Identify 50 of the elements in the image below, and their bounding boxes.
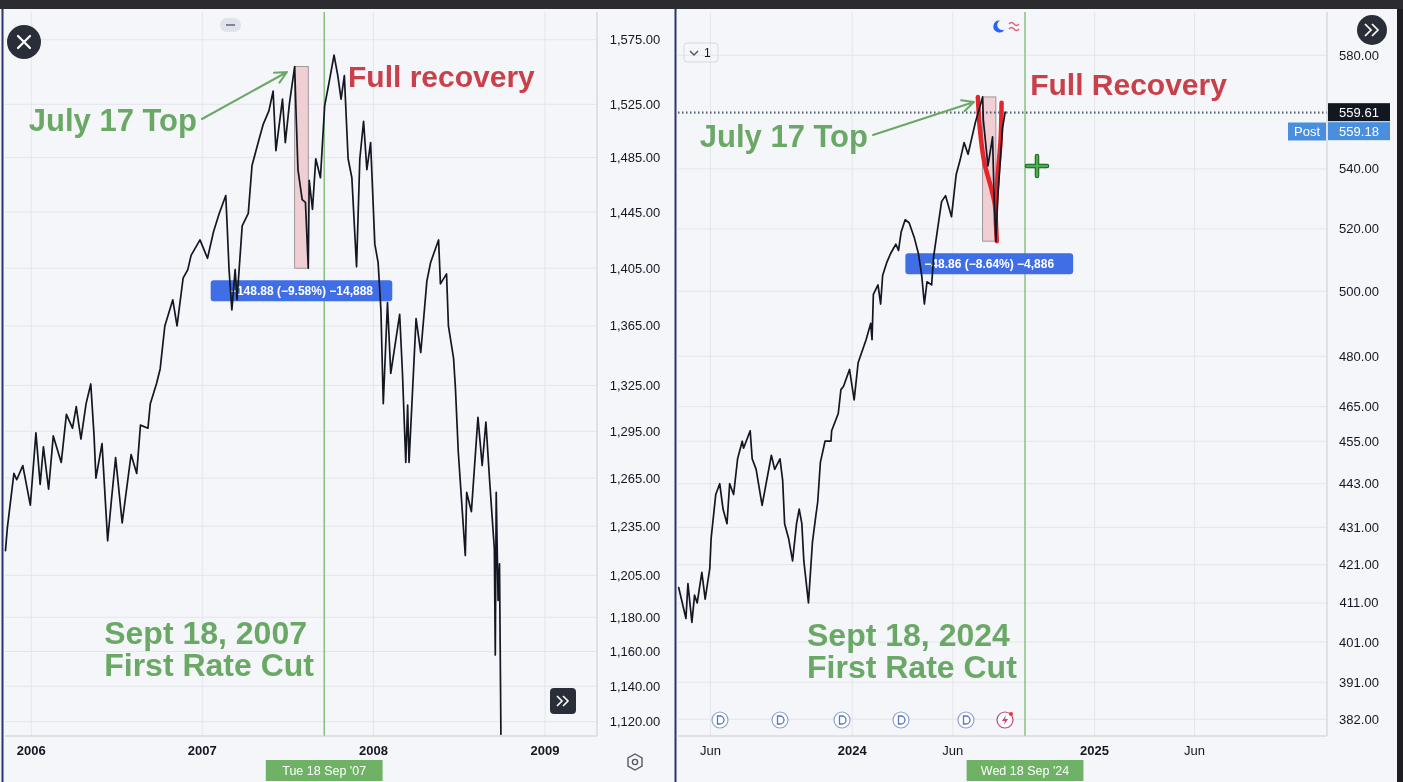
x-tick-label: Jun	[1184, 743, 1206, 758]
y-tick-label: 480.00	[1339, 348, 1379, 364]
ref-line-label: 559.61	[1339, 104, 1379, 120]
y-tick-label: 443.00	[1339, 476, 1379, 492]
y-tick-label: 465.00	[1339, 399, 1379, 415]
y-tick-label: 401.00	[1339, 634, 1379, 650]
x-tick-label: 2006	[16, 743, 46, 758]
y-tick-label: 391.00	[1339, 674, 1379, 690]
x-tick-label: 2009	[530, 743, 560, 758]
y-tick-label: 411.00	[1339, 595, 1379, 611]
x-tick-label: Jun	[699, 743, 721, 758]
y-tick-label: 1,325.00	[609, 377, 661, 393]
annotation: Sept 18, 2024 First Rate Cut	[807, 617, 1019, 686]
annotation: Full recovery	[348, 60, 536, 94]
x-tick-label: 2025	[1080, 743, 1110, 758]
legend-label: 559.18	[1339, 123, 1379, 139]
y-tick-label: 1,120.00	[609, 714, 661, 730]
y-tick-label: 431.00	[1339, 519, 1379, 535]
y-tick-label: 1,365.00	[609, 318, 661, 334]
y-tick-label: 455.00	[1339, 433, 1379, 449]
x-tick-label: Jun	[942, 743, 964, 758]
y-tick-label: 1,140.00	[609, 678, 661, 694]
y-tick-label: 1,205.00	[609, 567, 661, 583]
annotation: Sept 18, 2007 First Rate Cut	[104, 615, 316, 684]
y-tick-label: 1,295.00	[609, 423, 661, 439]
y-tick-label: 500.00	[1339, 283, 1379, 299]
annotation: July 17 Top	[28, 103, 197, 138]
y-tick-label: 1,265.00	[609, 470, 661, 486]
annotation: July 17 Top	[699, 119, 868, 154]
x-tick-label: 2007	[187, 743, 217, 758]
y-tick-label: 1,235.00	[609, 518, 661, 534]
y-tick-label: 421.00	[1339, 557, 1379, 573]
annotation: 1	[704, 45, 711, 60]
y-tick-label: 580.00	[1339, 47, 1379, 63]
ref-line-label: Tue 18 Sep '07	[282, 764, 367, 778]
y-tick-label: 1,575.00	[609, 32, 661, 48]
y-tick-label: 1,525.00	[609, 96, 661, 112]
y-tick-label: 382.00	[1339, 711, 1379, 727]
y-tick-label: 1,405.00	[609, 260, 661, 276]
y-tick-label: 1,160.00	[609, 643, 661, 659]
x-tick-label: 2008	[358, 743, 388, 758]
x-tick-label: 2024	[837, 743, 868, 758]
annotation: Post	[1293, 124, 1321, 139]
y-tick-label: 1,180.00	[609, 609, 661, 625]
y-tick-label: 1,445.00	[609, 204, 661, 220]
y-tick-label: 520.00	[1339, 221, 1379, 237]
y-tick-label: 540.00	[1339, 161, 1379, 177]
y-tick-label: 1,485.00	[609, 149, 661, 165]
ref-line-label: Wed 18 Sep '24	[980, 764, 1070, 778]
annotation: Full Recovery	[1030, 68, 1228, 102]
